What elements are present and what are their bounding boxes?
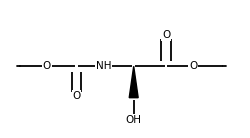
Text: O: O xyxy=(42,61,51,71)
Polygon shape xyxy=(129,66,138,98)
Text: O: O xyxy=(162,30,170,40)
Text: NH: NH xyxy=(96,61,112,71)
Text: OH: OH xyxy=(126,115,142,125)
Text: O: O xyxy=(72,91,81,101)
Text: O: O xyxy=(189,61,198,71)
